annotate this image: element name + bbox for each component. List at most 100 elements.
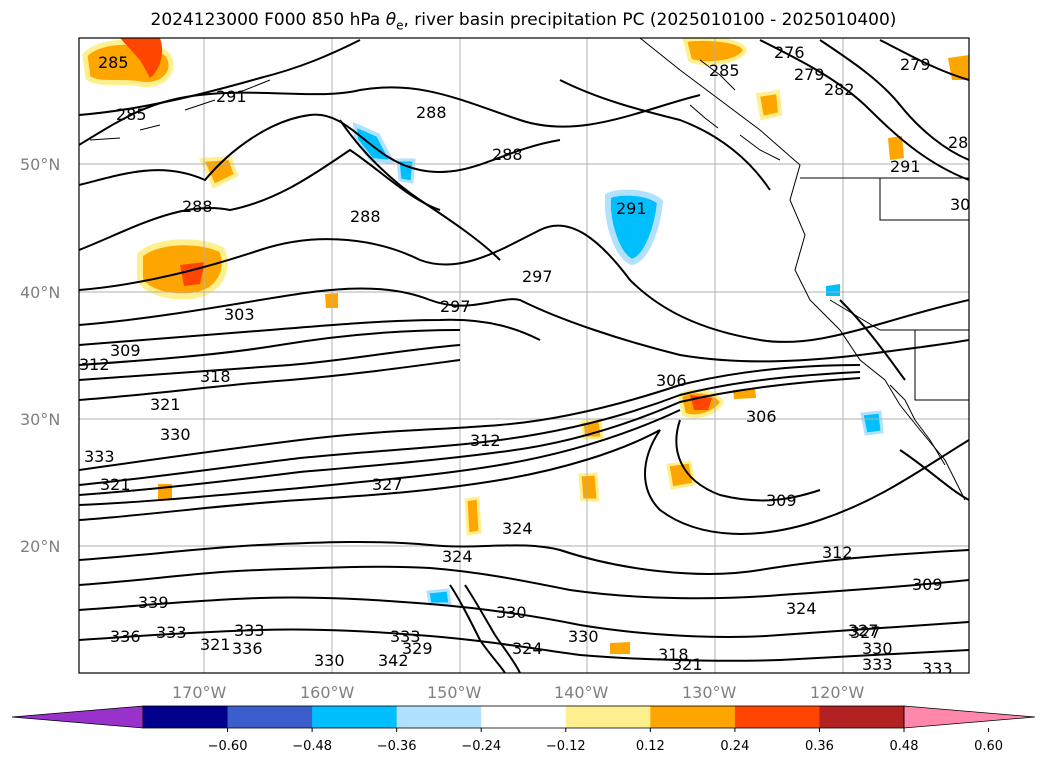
precip-patch [605,189,664,266]
map-panel: 285 291 288 285 288 288 291 288 276 279 … [79,38,970,673]
lon-label-140w: 140°W [554,683,609,702]
colorbar-segment [143,706,229,728]
colorbar-tick-label: −0.12 [546,739,586,754]
contour-label: 333 [156,623,187,642]
coastlines [89,38,969,501]
coastline-islands [689,59,781,161]
contour-label: 333 [234,621,265,640]
precip-patch [888,136,904,160]
lon-label-150w: 150°W [427,683,482,702]
contour-line [559,79,771,191]
precip-shading [82,38,969,654]
contour-label: 309 [766,491,797,510]
contour-line [79,429,661,521]
colorbar-segment [565,706,651,728]
contour-label: 329 [402,639,433,658]
contour-label: 291 [616,199,647,218]
contour-label: 30 [950,195,970,214]
lat-label-40n: 40°N [20,283,60,302]
precip-patch [464,496,482,536]
contour-line [79,224,969,343]
contour-label: 327 [848,621,879,640]
precip-patch [198,155,239,189]
figure-title: 2024123000 F000 850 hPa θe, river basin … [0,10,1047,32]
colorbar-segment [481,706,567,728]
coastline-baja [889,384,946,466]
contour-line [899,449,969,501]
contour-label: 288 [182,197,213,216]
title-subscript: e [396,18,404,33]
contour-label: 312 [470,431,501,450]
contour-line [879,39,969,81]
colorbar-segment [819,706,905,728]
precip-patch [120,38,163,78]
theta-e-contours [79,39,969,673]
contour-label: 336 [232,639,263,658]
contour-line [79,359,461,401]
contour-line [79,540,969,575]
contour-line [79,409,681,506]
title-symbol: θ [385,10,397,30]
contour-line [79,377,861,496]
colorbar-tick-label: 0.24 [720,739,749,754]
lon-label-160w: 160°W [300,683,355,702]
contour-label: 285 [709,61,740,80]
contour-label: 318 [200,367,231,386]
colorbar-segment [227,706,313,728]
precip-patch [396,158,416,184]
contour-label: 288 [350,207,381,226]
latitude-labels: 50°N 40°N 30°N 20°N [20,155,60,556]
colorbar-segment [734,706,820,728]
contour-label: 321 [100,475,131,494]
title-rest: , river basin precipitation PC (20250101… [403,10,897,30]
contour-label: 288 [416,103,447,122]
contour-line [675,419,821,502]
state-border [800,177,969,401]
contour-label: 330 [160,425,191,444]
precip-patch [426,588,452,606]
contour-label: 330 [496,603,527,622]
contour-line [79,148,441,251]
map-frame [78,37,970,674]
contour-label: 306 [746,407,777,426]
title-run: 2024123000 F000 850 hPa [150,10,381,30]
aleutian-islands [89,79,271,141]
precip-patch [860,410,884,436]
colorbar-frame [142,705,905,729]
colorbar-tick-label: 0.60 [974,739,1003,754]
contour-label: 342 [378,651,409,670]
colorbar-tick-label: 0.36 [805,739,834,754]
contour-line [79,364,861,471]
contour-label: 312 [79,355,110,374]
colorbar: −0.60 −0.48 −0.36 −0.24 −0.12 0.12 0.24 0.36 0.4… [11,705,1036,754]
contour-line [79,329,461,366]
contour-label: 312 [822,543,853,562]
contour-label: 306 [656,371,687,390]
colorbar-segment [312,706,398,728]
colorbar-segment [396,706,482,728]
contour-label: 285 [98,53,129,72]
contour-label: 330 [862,639,893,658]
contour-label: 330 [568,627,599,646]
contour-label: 324 [512,639,543,658]
coastline-north-america [639,38,966,501]
contour-label: 297 [440,297,471,316]
contour-label: 282 [824,80,855,99]
colorbar-tick-label: −0.36 [377,739,417,754]
contour-label: 324 [786,599,817,618]
lat-label-20n: 20°N [20,537,60,556]
contour-line [79,596,969,638]
colorbar-segment [650,706,736,728]
contour-label: 279 [794,65,825,84]
contour-label: 336 [110,627,141,646]
contour-line [79,628,969,662]
contour-label: 309 [110,341,141,360]
contour-label: 333 [84,447,115,466]
colorbar-tick-label: −0.48 [292,739,332,754]
contour-label: 309 [912,575,943,594]
contour-label: 318 [658,645,689,664]
contour-line [79,344,461,381]
lon-label-170w: 170°W [172,683,227,702]
colorbar-extend-high [903,705,1036,729]
